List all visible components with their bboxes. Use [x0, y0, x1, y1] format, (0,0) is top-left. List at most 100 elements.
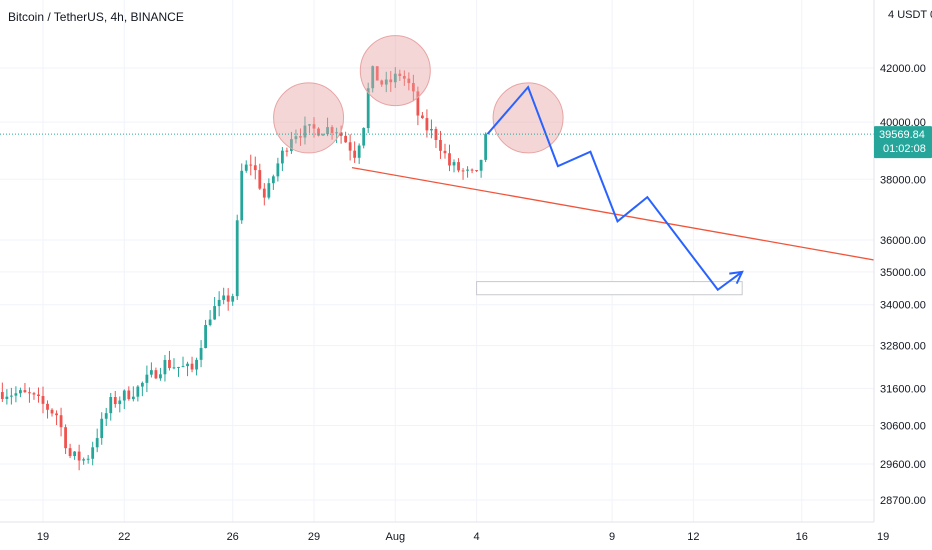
candle-body — [41, 396, 45, 404]
candle-body — [46, 403, 49, 410]
candle-body — [172, 367, 176, 369]
time-tick-label: 12 — [687, 531, 699, 543]
candle-body — [280, 150, 284, 164]
candle-body — [64, 427, 67, 449]
candle-body — [163, 359, 167, 375]
time-tick-label: 19 — [877, 531, 889, 543]
candle-body — [104, 413, 108, 419]
projection-path — [486, 85, 743, 292]
candle-body — [258, 170, 262, 189]
candle-body — [5, 396, 9, 399]
candle-body — [357, 145, 361, 158]
candle-body — [186, 363, 189, 367]
candle-body — [23, 390, 27, 393]
highlight-circle — [492, 82, 564, 154]
candle-body — [244, 164, 248, 171]
candle-body — [303, 125, 307, 138]
candle-body — [262, 188, 266, 198]
candle-body — [122, 390, 126, 401]
candle-body — [470, 169, 474, 171]
candle-body — [37, 394, 40, 397]
candle-body — [127, 390, 131, 400]
candle-body — [204, 324, 208, 349]
candle-body — [271, 176, 275, 184]
candle-body — [195, 359, 198, 370]
currency-label-text: 4 USDT 0 — [888, 9, 932, 21]
candle-body — [448, 153, 451, 166]
candle-body — [249, 164, 253, 166]
candle-body — [140, 382, 144, 387]
neckline-trendline — [351, 166, 911, 267]
candle-body — [312, 124, 316, 129]
candle-body — [19, 390, 22, 394]
candle-body — [226, 295, 230, 302]
price-tick-label: 30600.00 — [880, 420, 926, 432]
candle-body — [384, 79, 388, 85]
highlight-circle — [273, 82, 345, 154]
candle-body — [389, 79, 393, 83]
candle-body — [308, 124, 311, 126]
candle-body — [466, 169, 469, 171]
symbol-title: Bitcoin / TetherUS, 4h, BINANCE — [8, 10, 184, 24]
candle-body — [32, 393, 36, 395]
candle-body — [484, 134, 488, 160]
price-tick-label: 35000.00 — [880, 267, 926, 279]
candle-body — [213, 306, 217, 320]
candle-body — [457, 162, 460, 171]
candle-body — [443, 150, 447, 154]
time-tick-label: 19 — [37, 531, 49, 543]
candle-body — [240, 170, 244, 221]
price-tick-label: 28700.00 — [880, 495, 926, 507]
candle-body — [425, 118, 429, 131]
candle-body — [407, 78, 411, 84]
candle-body — [9, 395, 13, 397]
candle-body — [181, 366, 185, 368]
candle-body — [348, 142, 352, 151]
candle-body — [73, 451, 77, 457]
candle-body — [59, 415, 63, 428]
candle-body — [371, 66, 375, 89]
candle-body — [131, 396, 135, 400]
candle-body — [50, 409, 54, 414]
currency-label[interactable]: 4 USDT 0 — [884, 5, 932, 23]
price-tick-label: 34000.00 — [880, 300, 926, 312]
chart-grid — [0, 0, 884, 522]
last-price-value: 39569.84 — [879, 129, 925, 141]
candle-body — [398, 73, 402, 77]
candle-body — [95, 438, 99, 448]
time-tick-label: Aug — [386, 531, 406, 543]
drawing-annotations — [273, 35, 911, 296]
time-tick-label: 4 — [474, 531, 480, 543]
candle-body — [109, 397, 113, 414]
candle-body — [330, 127, 334, 133]
candle-body — [366, 88, 370, 129]
candle-body — [461, 170, 465, 172]
candle-body — [0, 392, 4, 399]
candle-body — [190, 363, 194, 370]
candle-body — [177, 366, 180, 368]
candle-body — [253, 165, 257, 171]
highlight-circle — [359, 35, 431, 107]
candle-body — [118, 400, 122, 405]
candle-body — [439, 139, 442, 151]
projection-arrowhead — [729, 270, 744, 285]
candle-body — [326, 127, 329, 135]
price-tick-label: 40000.00 — [880, 117, 926, 129]
time-tick-label: 26 — [227, 531, 239, 543]
price-tick-label: 32800.00 — [880, 341, 926, 353]
candle-body — [217, 299, 221, 307]
time-tick-label: 22 — [118, 531, 130, 543]
candle-body — [452, 162, 456, 166]
price-scale[interactable]: 42000.00 40000.00 38000.00 36000.00 35000.00… — [873, 0, 932, 522]
candle-body — [149, 370, 153, 375]
price-tick-label: 31600.00 — [880, 383, 926, 395]
bar-countdown: 01:02:08 — [883, 143, 926, 155]
candlestick-series — [0, 65, 488, 471]
candle-body — [68, 448, 72, 457]
candle-body — [55, 413, 58, 416]
candle-body — [136, 386, 140, 397]
time-tick-label: 9 — [609, 531, 615, 543]
candle-body — [199, 348, 203, 360]
time-scale[interactable]: 19 22 26 29 Aug 4 9 12 16 19 — [0, 521, 932, 550]
